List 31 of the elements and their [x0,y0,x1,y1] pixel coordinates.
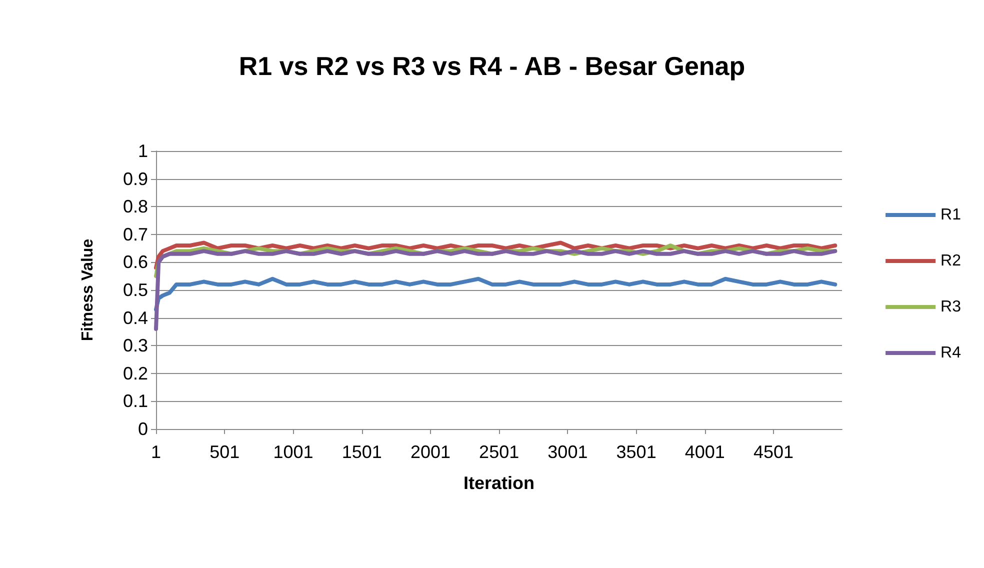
line-series [154,240,838,270]
x-tick-label: 2001 [410,442,450,462]
y-axis-title: Fitness Value [80,238,96,342]
y-tick-label: 0.8 [122,196,148,217]
legend-label: R4 [940,344,962,362]
line-series [154,276,838,312]
line-series [154,249,838,331]
x-tick-label: 501 [210,442,240,462]
x-tick-label: 1501 [342,442,382,462]
y-tick-label: 0.9 [122,168,148,189]
y-tick-label: 0.7 [122,224,148,244]
chart-title: R1 vs R2 vs R3 vs R4 - AB - Besar Genap [238,51,746,81]
y-tick-label: 0.6 [122,252,148,272]
x-tick-label: 2501 [479,442,520,462]
x-tick-label: 3001 [548,442,588,462]
legend-label: R2 [940,252,962,270]
legend-label: R3 [940,298,962,316]
x-tick-label: 4501 [754,442,794,462]
y-tick-label: 0 [138,419,148,439]
y-tick-label: 0.2 [122,363,148,384]
y-tick-label: 0.3 [122,336,148,356]
x-axis-title: Iteration [463,473,535,493]
y-tick-label: 0.5 [122,280,148,300]
y-tick-label: 0.4 [122,308,148,328]
x-tick-label: 1001 [273,442,314,462]
x-tick-label: 3501 [616,442,656,462]
y-tick-label: 0.1 [122,391,148,412]
x-tick-label: 4001 [684,442,725,462]
y-tick-label: 1 [138,141,148,161]
x-tick-label: 1 [150,442,162,462]
legend-label: R1 [940,206,962,224]
